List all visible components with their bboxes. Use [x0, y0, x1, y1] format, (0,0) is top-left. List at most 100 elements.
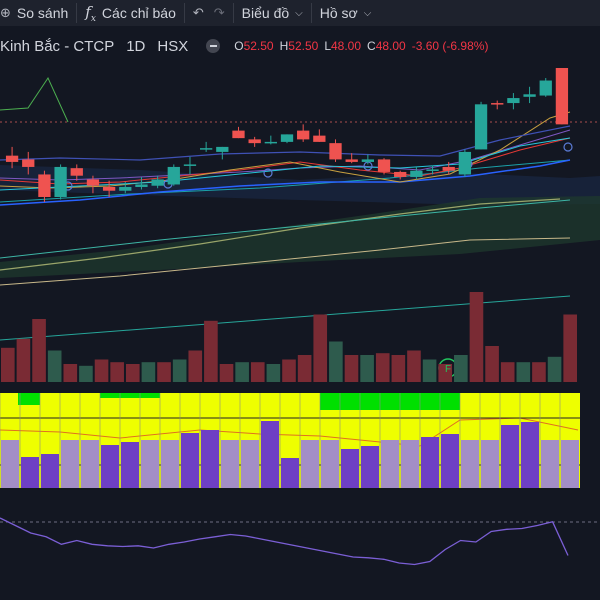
candle-body: [232, 130, 245, 139]
candle-body: [507, 98, 520, 104]
signal-bar: [441, 434, 459, 488]
candle-body: [297, 130, 310, 140]
undo-button[interactable]: ↶: [185, 0, 206, 26]
candle-body: [394, 171, 407, 177]
fx-icon: fx: [85, 2, 96, 24]
candle-body: [442, 166, 455, 171]
symbol-name[interactable]: Kinh Bắc - CTCP: [0, 37, 115, 55]
volume-bar: [188, 350, 203, 382]
volume-bar: [172, 359, 187, 382]
candle-body: [70, 168, 83, 176]
candle-body: [491, 103, 504, 105]
volume-bar: [422, 359, 437, 382]
volume-bar: [407, 350, 421, 382]
volume-bar: [344, 355, 359, 382]
signal-bar: [261, 421, 279, 488]
candle-body: [539, 80, 552, 96]
volume-bar: [485, 346, 499, 382]
volume-bar: [1, 347, 15, 382]
signal-bar: [281, 458, 299, 488]
candle-body: [313, 135, 326, 142]
signal-bar: [461, 440, 479, 488]
volume-bar: [438, 364, 453, 382]
oscillator: [0, 517, 569, 566]
volume-bar: [110, 362, 124, 382]
signal-bar: [141, 440, 159, 488]
signal-bar: [241, 440, 259, 488]
signal-bar: [481, 440, 499, 488]
volume-bar: [32, 319, 46, 382]
candle-body: [54, 166, 67, 197]
volume-bar: [500, 362, 515, 382]
signal-bar: [561, 440, 579, 488]
oscillator-line: [0, 517, 569, 566]
profile-menu-label: Hồ sơ: [319, 5, 358, 21]
candle-body: [458, 151, 472, 175]
volume-bar: [219, 364, 234, 382]
hide-series-icon[interactable]: [206, 39, 221, 53]
volume-bar: [79, 365, 93, 382]
candle-body: [248, 139, 261, 144]
candle-body: [119, 186, 132, 191]
toolbar-divider: [183, 3, 185, 23]
low-value: L48.00: [324, 39, 362, 53]
redo-button[interactable]: ↷: [206, 0, 233, 26]
volume-bar: [235, 362, 249, 382]
candle-body: [361, 159, 375, 162]
symbol-exchange: HSX: [157, 37, 189, 55]
volume-bar: [250, 362, 265, 382]
volume-bar: [63, 364, 78, 382]
signal-bar: [161, 440, 179, 488]
volume-bar: [125, 364, 140, 382]
signal-bar: [321, 440, 339, 488]
candle-body: [183, 164, 197, 166]
candle-body: [264, 141, 277, 144]
compare-button[interactable]: ⊕ So sánh: [0, 0, 76, 26]
volume-bar: [94, 359, 109, 382]
signal-bar: [301, 440, 319, 488]
candle-body: [280, 134, 294, 142]
volume-bar: [532, 362, 546, 382]
volume-bar: [141, 362, 156, 382]
signal-bar: [201, 430, 219, 488]
toolbar-divider: [76, 3, 78, 23]
volume-bar: [282, 359, 296, 382]
candle-body: [329, 143, 342, 160]
chart-menu-label: Biểu đồ: [241, 5, 290, 21]
candle-body: [474, 104, 488, 150]
candle-body: [135, 184, 148, 187]
volume-bar: [47, 350, 62, 382]
volume-bar: [297, 355, 312, 382]
candle-body: [426, 169, 439, 171]
candle-body: [22, 159, 35, 167]
compare-label: So sánh: [16, 5, 69, 21]
signal-bar: [341, 449, 359, 488]
volume-bar: [454, 355, 468, 382]
top-toolbar: ⊕ So sánh fx Các chỉ báo ↶ ↷ Biểu đồ ⌵ H…: [0, 0, 600, 26]
chart-menu-button[interactable]: Biểu đồ ⌵: [234, 0, 311, 26]
volume-bar: [516, 362, 531, 382]
indicators-button[interactable]: fx Các chỉ báo: [77, 0, 184, 26]
volume-flag-label: F: [445, 364, 451, 375]
volume-bar: [547, 356, 562, 382]
candle-body: [410, 170, 423, 177]
volume-bar: [266, 364, 281, 382]
signal-bar: [1, 440, 19, 488]
signal-bar: [41, 454, 59, 488]
volume-bar: [204, 320, 218, 382]
signal-bar: [521, 422, 539, 488]
volume-bar: [329, 341, 343, 382]
candle-body: [377, 159, 391, 172]
candle-body: [38, 174, 51, 197]
profile-menu-button[interactable]: Hồ sơ ⌵: [312, 0, 380, 26]
price-change: -3.60 (-6.98%): [411, 39, 489, 53]
volume-bar: [313, 314, 328, 382]
signal-bar: [541, 440, 559, 488]
symbol-interval[interactable]: 1D: [126, 37, 146, 55]
candle-body: [5, 155, 19, 162]
volume-bar: [469, 292, 484, 382]
compare-plus-icon: ⊕: [0, 5, 11, 21]
signal-bar: [61, 440, 79, 488]
close-value: C48.00: [367, 39, 406, 53]
